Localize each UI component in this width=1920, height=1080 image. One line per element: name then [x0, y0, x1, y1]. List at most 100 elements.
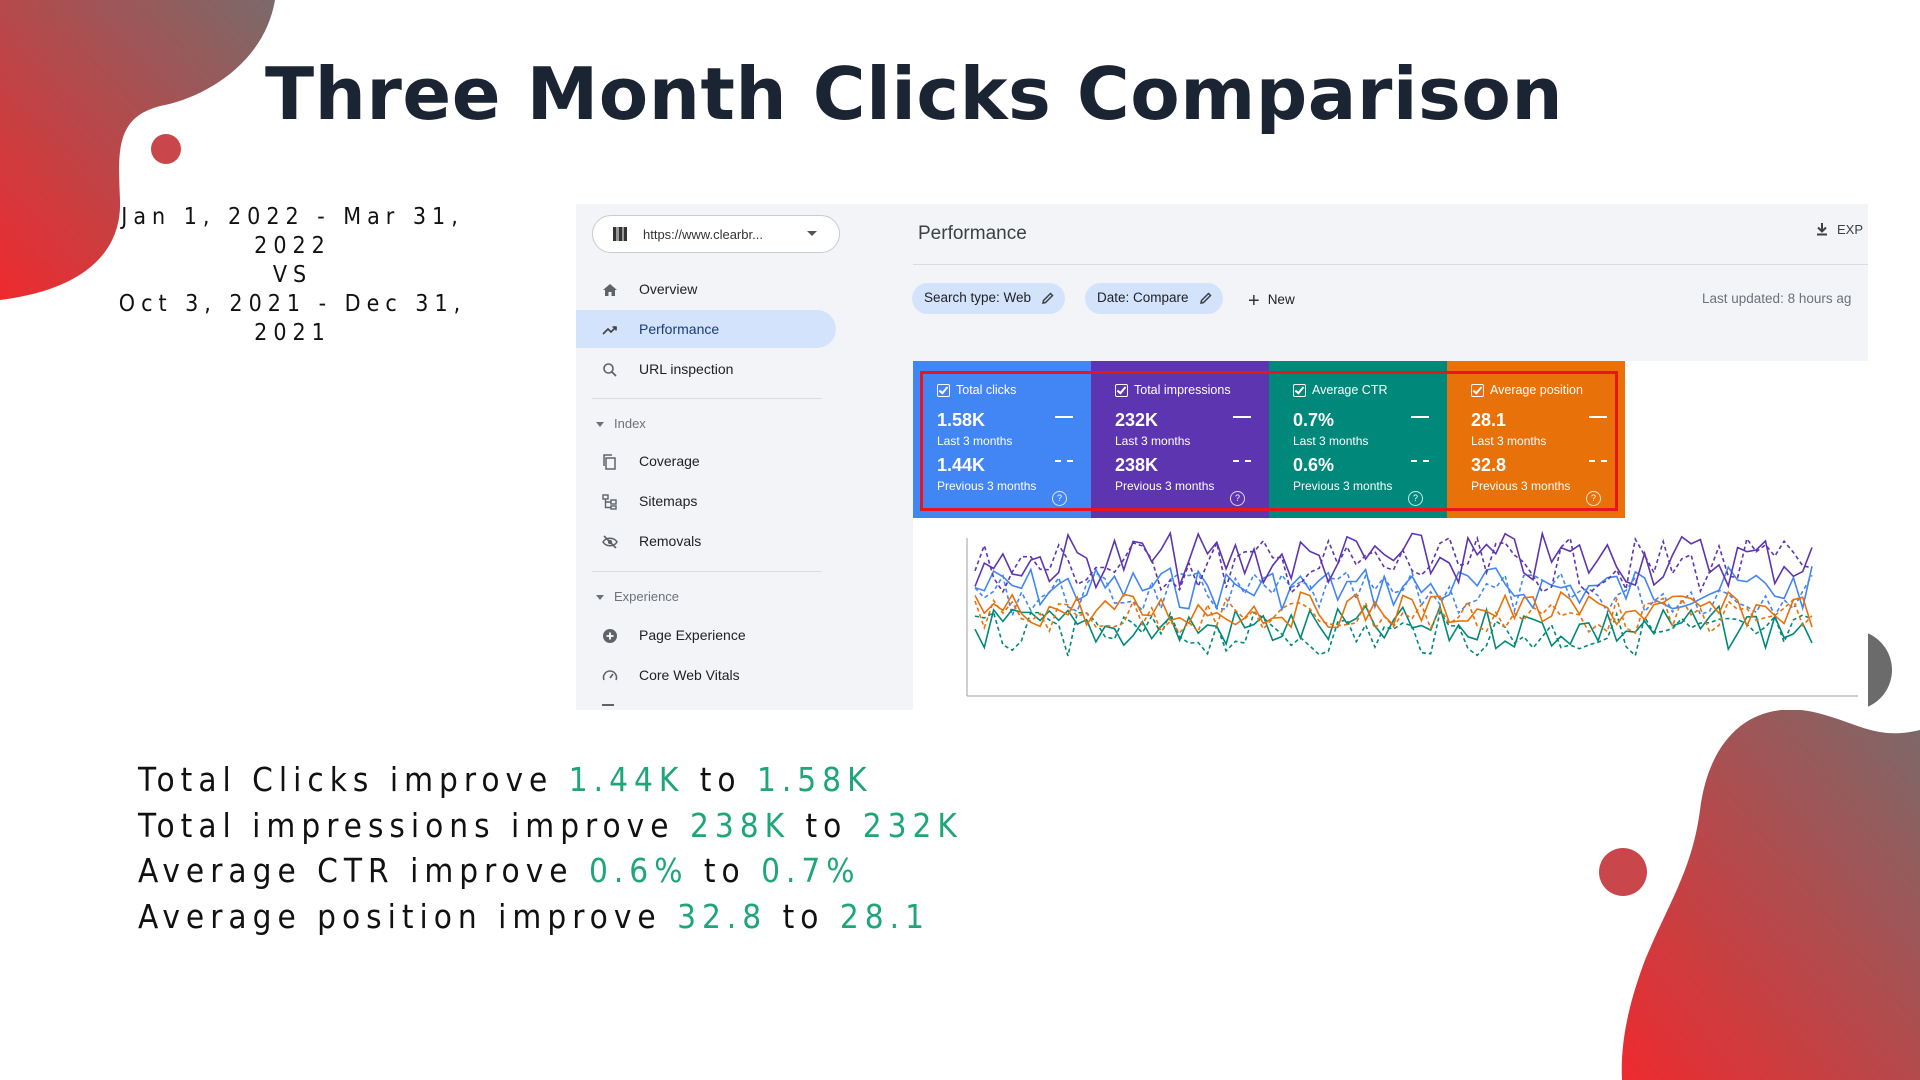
date-chip[interactable]: Date: Compare: [1085, 283, 1223, 314]
summary-to-word: to: [805, 805, 848, 845]
card-current-value: 232K: [1115, 410, 1159, 430]
card-previous-label: Previous 3 months: [1115, 479, 1215, 493]
trending-up-icon: [602, 326, 617, 335]
file-copy-icon: [603, 454, 616, 470]
dashed-line-legend-icon: [1411, 460, 1429, 462]
nav-page-experience-label: Page Experience: [639, 627, 746, 643]
speed-gauge-icon: [602, 670, 618, 681]
nav-sitemaps-label: Sitemaps: [639, 493, 698, 509]
filter-bar: Search type: Web Date: Compare + New Last…: [912, 265, 1868, 361]
card-previous-value: 238K: [1115, 455, 1159, 475]
page-title: Performance: [918, 223, 1027, 244]
card-current-value: 28.1: [1471, 410, 1507, 430]
collapse-triangle-icon: [596, 595, 604, 601]
card-previous-label: Previous 3 months: [1471, 479, 1571, 493]
checkbox-checked-icon: [1293, 384, 1306, 397]
section-index[interactable]: Index: [596, 416, 646, 431]
collapse-triangle-icon: [596, 422, 604, 428]
impressions-dashed-trend-line: [974, 535, 1813, 595]
average-ctr-card[interactable]: Average CTR 0.7% Last 3 months 0.6% Prev…: [1269, 361, 1447, 518]
visibility-off-icon: [602, 535, 618, 549]
nav-overview[interactable]: Overview: [576, 270, 836, 308]
dashed-line-legend-icon: [1055, 460, 1073, 462]
bottom-right-dot: [1599, 848, 1647, 896]
property-url: https://www.clearbr...: [643, 227, 763, 242]
nav-coverage[interactable]: Coverage: [576, 442, 836, 480]
nav-url-inspection[interactable]: URL inspection: [576, 350, 836, 388]
new-filter-label: New: [1267, 292, 1295, 307]
help-icon[interactable]: ?: [1586, 491, 1601, 506]
checkbox-checked-icon: [1471, 384, 1484, 397]
last-updated: Last updated: 8 hours ag: [1702, 291, 1852, 306]
edit-pencil-icon: [1042, 292, 1054, 304]
card-previous-value: 1.44K: [937, 455, 986, 475]
card-current-value: 0.7%: [1293, 410, 1335, 430]
card-header: Average CTR: [1293, 383, 1388, 397]
plus-icon: +: [1248, 290, 1260, 312]
solid-line-legend-icon: [1589, 416, 1607, 418]
card-previous-label: Previous 3 months: [937, 479, 1037, 493]
sidebar-divider: [592, 571, 822, 572]
download-icon: [1817, 223, 1827, 236]
new-filter-button[interactable]: + New: [1248, 290, 1295, 313]
nav-core-web-vitals-label: Core Web Vitals: [639, 667, 740, 683]
summary-from: 32.8: [677, 896, 768, 936]
nav-removals[interactable]: Removals: [576, 522, 836, 560]
edit-pencil-icon: [1199, 292, 1212, 304]
summary-to-word: to: [782, 896, 825, 936]
card-title: Average position: [1490, 383, 1583, 397]
card-current-label: Last 3 months: [1471, 434, 1547, 448]
nav-core-web-vitals[interactable]: Core Web Vitals: [576, 656, 836, 694]
card-current-label: Last 3 months: [1293, 434, 1369, 448]
slide-title: Three Month Clicks Comparison: [265, 52, 1564, 136]
nav-page-experience[interactable]: Page Experience: [576, 616, 836, 654]
section-experience-label: Experience: [614, 589, 680, 604]
card-title: Total clicks: [956, 383, 1017, 397]
summary-position: Average position improve 32.8 to 28.1: [138, 894, 963, 940]
nav-performance-label: Performance: [639, 321, 720, 337]
site-favicon-icon: [613, 227, 627, 241]
summary-prefix: Average position improve: [138, 896, 662, 936]
help-icon[interactable]: ?: [1230, 491, 1245, 506]
property-selector[interactable]: https://www.clearbr...: [592, 215, 840, 253]
sidebar: https://www.clearbr... Overview Performa…: [576, 204, 913, 710]
bottom-right-blob: [1621, 709, 1920, 1080]
section-experience[interactable]: Experience: [596, 589, 679, 604]
summary-to: 28.1: [839, 896, 930, 936]
nav-performance[interactable]: Performance: [576, 310, 836, 348]
help-icon[interactable]: ?: [1052, 491, 1067, 506]
total-clicks-card[interactable]: Total clicks 1.58K Last 3 months 1.44K P…: [913, 361, 1091, 518]
summary-prefix: Total impressions improve: [138, 805, 675, 845]
impressions-solid-trend-line: [974, 530, 1813, 590]
highlight-box: [920, 371, 1618, 511]
average-position-card[interactable]: Average position 28.1 Last 3 months 32.8…: [1447, 361, 1625, 518]
nav-coverage-label: Coverage: [639, 453, 700, 469]
nav-sitemaps[interactable]: Sitemaps: [576, 482, 836, 520]
export-button[interactable]: EXP: [1815, 222, 1863, 237]
nav-url-inspection-label: URL inspection: [639, 361, 734, 377]
nav-overview-label: Overview: [639, 281, 698, 297]
date-chip-label: Date: Compare: [1097, 290, 1189, 305]
nav-removals-label: Removals: [639, 533, 702, 549]
vs-label: VS: [272, 262, 313, 288]
sidebar-divider: [592, 398, 822, 399]
performance-line-chart: [966, 530, 1858, 697]
help-icon[interactable]: ?: [1408, 491, 1423, 506]
metric-cards: Total clicks 1.58K Last 3 months 1.44K P…: [913, 361, 1625, 518]
section-index-label: Index: [614, 416, 646, 431]
solid-line-legend-icon: [1233, 416, 1251, 418]
dashed-line-legend-icon: [1589, 460, 1607, 462]
card-title: Average CTR: [1312, 383, 1388, 397]
total-impressions-card[interactable]: Total impressions 232K Last 3 months 238…: [1091, 361, 1269, 518]
card-previous-value: 32.8: [1471, 455, 1507, 475]
summary-to: 232K: [862, 805, 963, 845]
card-previous-value: 0.6%: [1293, 455, 1335, 475]
summary-from: 1.44K: [568, 760, 685, 799]
date-range: Jan 1, 2022 - Mar 31, 2022 VS Oct 3, 202…: [115, 203, 470, 348]
summary-to-word: to: [699, 760, 742, 799]
sitemap-icon: [602, 494, 617, 510]
search-type-chip[interactable]: Search type: Web: [912, 283, 1066, 314]
checkbox-checked-icon: [937, 384, 950, 397]
summary-to: 0.7%: [761, 851, 861, 890]
position-solid-trend-line: [974, 590, 1813, 629]
